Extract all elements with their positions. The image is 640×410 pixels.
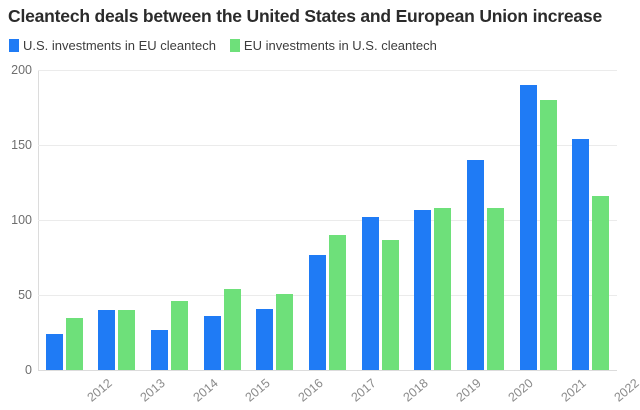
chart-title: Cleantech deals between the United State… <box>8 6 602 26</box>
legend-item-us-investments[interactable]: U.S. investments in EU cleantech <box>9 38 216 53</box>
bar[interactable] <box>45 334 63 370</box>
bar[interactable] <box>98 310 116 370</box>
bar[interactable] <box>65 317 83 370</box>
plot-area <box>38 70 617 371</box>
y-axis-tick-label: 0 <box>25 363 32 377</box>
bar[interactable] <box>256 308 274 370</box>
gridline <box>38 70 617 71</box>
legend-label: U.S. investments in EU cleantech <box>23 38 216 53</box>
y-axis-tick-label: 200 <box>11 63 32 77</box>
bar-group <box>143 70 196 370</box>
bar-group <box>406 70 459 370</box>
x-axis-tick-label: 2014 <box>190 376 221 405</box>
bar-group <box>354 70 407 370</box>
bar-group <box>249 70 302 370</box>
bar-group <box>512 70 565 370</box>
gridline <box>38 145 617 146</box>
y-axis-tick-label: 150 <box>11 138 32 152</box>
bars-layer <box>38 70 617 370</box>
gridline <box>38 220 617 221</box>
bar[interactable] <box>118 310 136 370</box>
bar[interactable] <box>171 301 189 370</box>
gridline <box>38 295 617 296</box>
bar[interactable] <box>361 217 379 370</box>
x-axis-tick-label: 2021 <box>558 376 589 405</box>
legend-swatch-green <box>229 39 240 52</box>
x-axis-tick-label: 2015 <box>242 376 274 405</box>
bar[interactable] <box>539 100 557 370</box>
y-axis-tick-label: 100 <box>11 213 32 227</box>
y-axis-tick-labels: 0 50 100 150 200 <box>0 63 32 377</box>
bar-group <box>196 70 249 370</box>
legend-item-eu-investments[interactable]: EU investments in U.S. cleantech <box>229 38 437 53</box>
x-axis-tick-label: 2019 <box>453 376 484 405</box>
bar[interactable] <box>434 208 452 370</box>
bar[interactable] <box>151 329 169 370</box>
bar-group <box>459 70 512 370</box>
x-axis-tick-label: 2018 <box>400 376 431 405</box>
legend-swatch-blue <box>9 39 19 52</box>
bar-group <box>91 70 144 370</box>
x-axis-tick-labels: 2012 2013 2014 2015 2016 2017 2018 2019 2020 2021… <box>38 372 640 410</box>
bar[interactable] <box>592 196 610 370</box>
x-axis-tick-label: 2016 <box>295 376 326 405</box>
bar[interactable] <box>223 289 241 370</box>
bar[interactable] <box>572 139 590 370</box>
legend-label: EU investments in U.S. cleantech <box>243 38 437 53</box>
x-axis-tick-label: 2017 <box>348 376 379 405</box>
bar-group <box>564 70 617 370</box>
bar[interactable] <box>414 209 432 370</box>
bar[interactable] <box>519 85 537 370</box>
bar-group <box>301 70 354 370</box>
chart-legend: U.S. investments in EU cleantech EU inve… <box>9 38 437 53</box>
x-axis-line <box>38 370 617 371</box>
x-axis-tick-label: 2020 <box>505 376 537 405</box>
y-axis-tick-label: 50 <box>18 288 32 302</box>
bar-group <box>38 70 91 370</box>
x-axis-tick-label: 2022 <box>611 376 640 405</box>
bar[interactable] <box>276 293 294 370</box>
bar[interactable] <box>308 254 326 370</box>
x-axis-tick-label: 2012 <box>84 376 116 405</box>
bar[interactable] <box>328 235 346 370</box>
x-axis-tick-label: 2013 <box>137 376 168 405</box>
bar[interactable] <box>203 316 221 370</box>
bar[interactable] <box>381 239 399 370</box>
bar[interactable] <box>486 208 504 370</box>
bar[interactable] <box>466 160 484 370</box>
